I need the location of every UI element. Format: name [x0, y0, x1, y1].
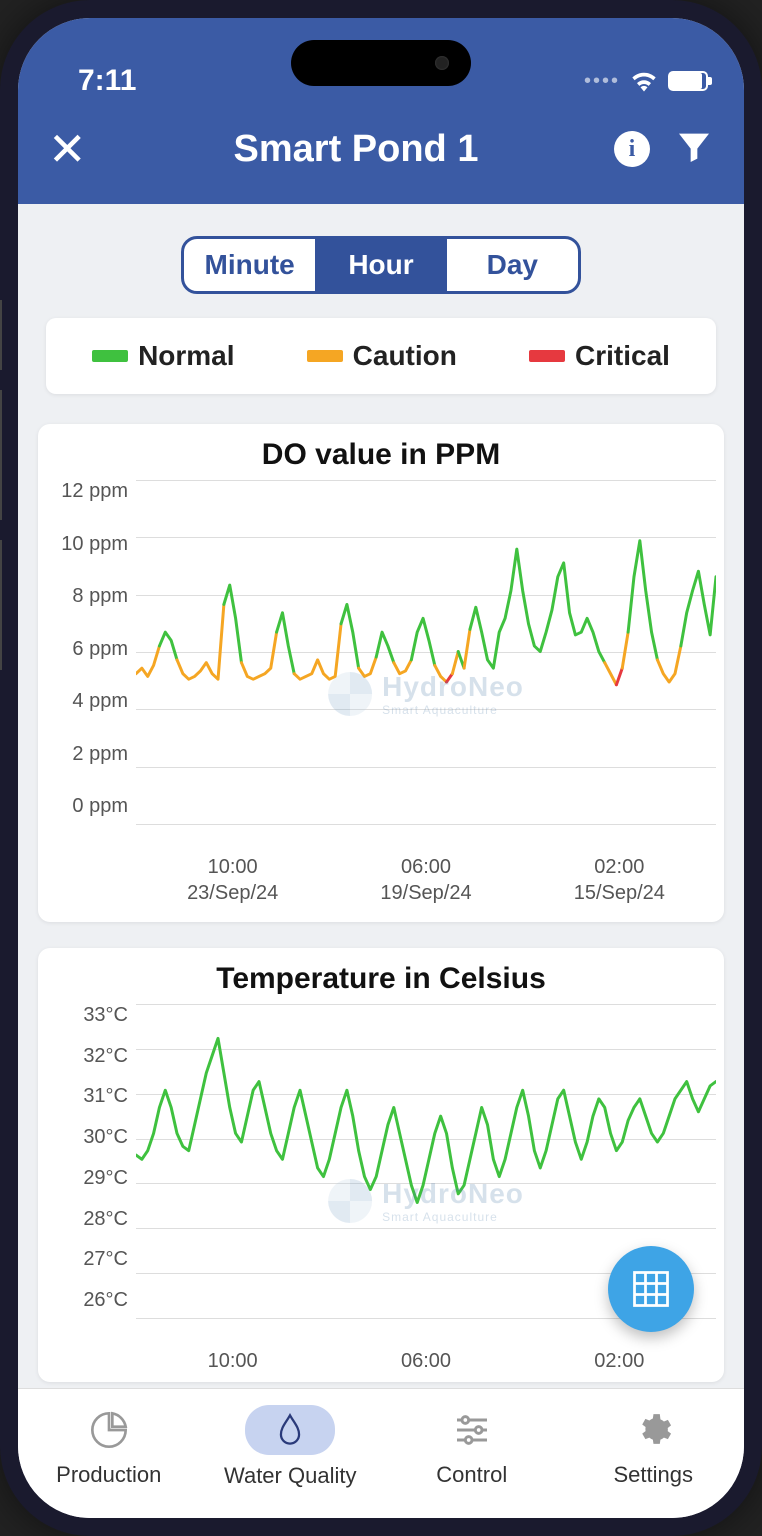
legend-swatch-normal [92, 350, 128, 362]
nav-label: Production [56, 1462, 161, 1488]
chart-title: DO value in PPM [46, 432, 716, 474]
bottom-nav: Production Water Quality Control Setting… [18, 1388, 744, 1518]
legend-swatch-critical [529, 350, 565, 362]
legend: Normal Caution Critical [46, 318, 716, 394]
legend-swatch-caution [307, 350, 343, 362]
info-button[interactable]: i [614, 131, 650, 167]
segment-hour[interactable]: Hour [315, 239, 446, 291]
close-button[interactable]: ✕ [48, 122, 98, 176]
nav-settings[interactable]: Settings [563, 1389, 745, 1504]
content-area: Minute Hour Day Normal Caution Critical [18, 204, 744, 1388]
notch [291, 40, 471, 86]
chart-plot: HydroNeo Smart Aquaculture [136, 998, 716, 1348]
legend-label: Caution [353, 340, 457, 372]
legend-label: Normal [138, 340, 234, 372]
filter-button[interactable] [674, 127, 714, 172]
chart-plot: HydroNeo Smart Aquaculture [136, 474, 716, 854]
chart-temperature: Temperature in Celsius 33°C32°C31°C30°C2… [38, 948, 724, 1382]
legend-normal: Normal [92, 340, 234, 372]
screen: 7:11 •••• ✕ Smart Pond 1 i Minute Hour D… [18, 18, 744, 1518]
cellular-dots-icon: •••• [584, 70, 620, 93]
chart-do: DO value in PPM 12 ppm10 ppm8 ppm6 ppm4 … [38, 424, 724, 922]
drop-icon [245, 1405, 335, 1455]
phone-frame: 7:11 •••• ✕ Smart Pond 1 i Minute Hour D… [0, 0, 762, 1536]
x-axis: 10:0006:0002:00 [136, 1348, 716, 1374]
nav-production[interactable]: Production [18, 1389, 200, 1504]
nav-label: Water Quality [224, 1463, 356, 1489]
y-axis: 33°C32°C31°C30°C29°C28°C27°C26°C [46, 998, 136, 1348]
legend-caution: Caution [307, 340, 457, 372]
nav-water-quality[interactable]: Water Quality [200, 1389, 382, 1504]
status-time: 7:11 [78, 64, 136, 98]
legend-label: Critical [575, 340, 670, 372]
chart-title: Temperature in Celsius [46, 956, 716, 998]
app-header: ✕ Smart Pond 1 i [18, 108, 744, 204]
nav-label: Control [436, 1462, 507, 1488]
battery-icon [668, 71, 708, 91]
gear-icon [629, 1406, 677, 1454]
nav-label: Settings [614, 1462, 694, 1488]
y-axis: 12 ppm10 ppm8 ppm6 ppm4 ppm2 ppm0 ppm [46, 474, 136, 854]
legend-critical: Critical [529, 340, 670, 372]
grid-icon [629, 1267, 673, 1311]
page-title: Smart Pond 1 [98, 128, 614, 171]
status-icons: •••• [584, 70, 708, 93]
segment-day[interactable]: Day [447, 239, 578, 291]
pie-chart-icon [85, 1406, 133, 1454]
sliders-icon [448, 1406, 496, 1454]
segment-minute[interactable]: Minute [184, 239, 315, 291]
table-view-fab[interactable] [608, 1246, 694, 1332]
wifi-icon [630, 70, 658, 92]
x-axis: 10:0023/Sep/2406:0019/Sep/2402:0015/Sep/… [136, 854, 716, 906]
time-range-segmented: Minute Hour Day [181, 236, 581, 294]
nav-control[interactable]: Control [381, 1389, 563, 1504]
